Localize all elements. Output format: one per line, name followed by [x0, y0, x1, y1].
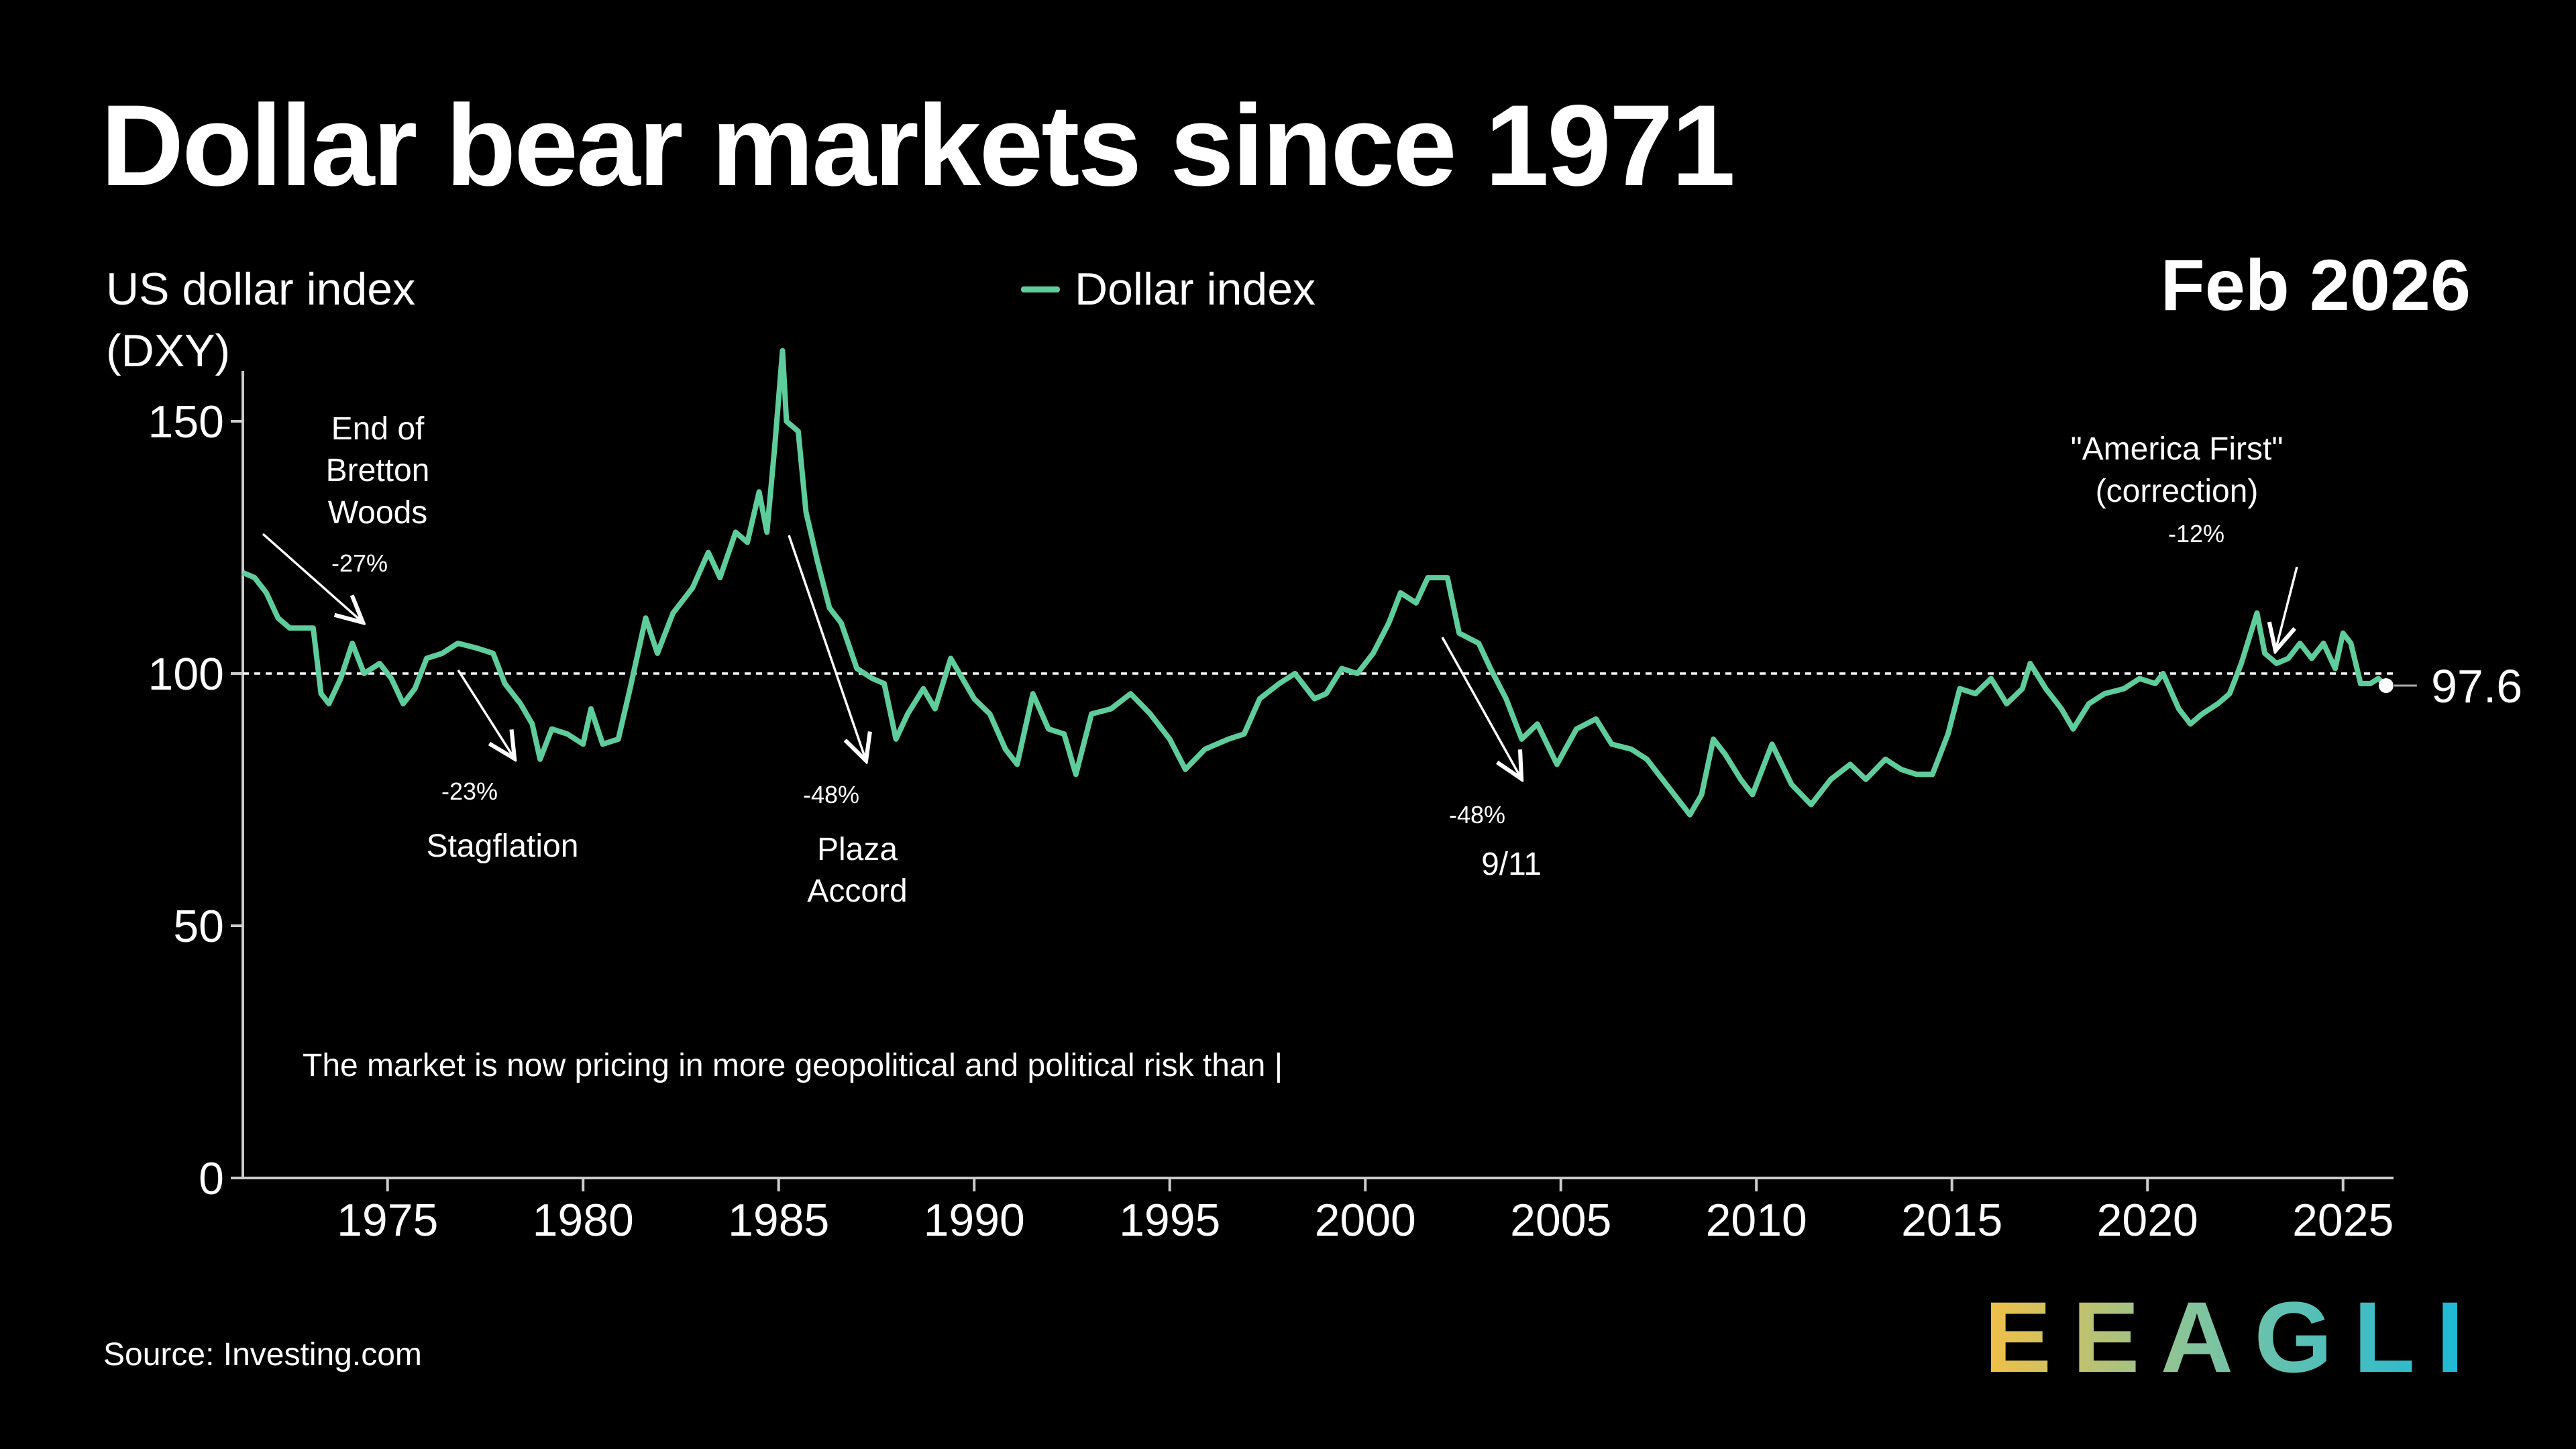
- x-tick-label: 2010: [1706, 1195, 1807, 1246]
- x-tick-label: 2005: [1510, 1195, 1611, 1246]
- annotation-arrow: [1441, 637, 1521, 779]
- x-tick-label: 1995: [1119, 1195, 1220, 1246]
- annotation-label: End of: [331, 411, 425, 447]
- annotation-label: (correction): [2096, 474, 2259, 509]
- y-axis-label-line: (DXY): [106, 325, 231, 376]
- x-tick-label: 1985: [728, 1195, 829, 1246]
- y-tick-label: 150: [148, 396, 224, 447]
- annotation-change: -27%: [331, 549, 388, 577]
- x-tick-label: 2000: [1315, 1195, 1416, 1246]
- annotation-arrow: [788, 535, 866, 761]
- annotation-label: Bretton: [326, 453, 430, 488]
- logo: EEAGLI: [1984, 1281, 2471, 1393]
- x-tick-label: 1980: [533, 1195, 634, 1246]
- source-note: Source: Investing.com: [103, 1337, 422, 1373]
- y-axis-label: US dollar index (DXY): [106, 258, 415, 382]
- y-tick-label: 50: [173, 901, 224, 952]
- annotation-label: Stagflation: [427, 828, 579, 864]
- x-tick-label: 1990: [924, 1195, 1025, 1246]
- legend: Dollar index: [1021, 263, 1316, 315]
- annotation-change: -23%: [441, 777, 498, 805]
- annotation-plaza: Plaza Accord -48%: [788, 535, 908, 909]
- annotation-change: -12%: [2168, 520, 2224, 547]
- annotation-label: 9/11: [1481, 847, 1542, 882]
- annotation-bretton: End of Bretton Woods -27%: [262, 411, 430, 623]
- annotation-america: "America First" (correction) -12%: [2071, 431, 2298, 651]
- annotation-stagflation: Stagflation -23%: [427, 669, 579, 864]
- y-tick-label: 0: [199, 1153, 224, 1204]
- last-value-label: 97.6: [2431, 660, 2522, 712]
- annotation-label: Accord: [807, 873, 907, 909]
- x-tick-label: 1975: [337, 1195, 438, 1246]
- x-tick-label: 2020: [2097, 1195, 2198, 1246]
- annotation-911: 9/11 -48%: [1441, 637, 1542, 882]
- last-value-dot: [2378, 678, 2394, 694]
- legend-swatch: [1021, 286, 1060, 292]
- annotation-arrow: [457, 669, 515, 759]
- annotation-change: -48%: [1449, 801, 1505, 828]
- chart-title: Dollar bear markets since 1971: [101, 81, 1735, 210]
- annotation-change: -48%: [803, 781, 859, 808]
- date-label: Feb 2026: [2160, 244, 2471, 325]
- y-axis-label-line: US dollar index: [106, 264, 416, 315]
- legend-label: Dollar index: [1075, 264, 1316, 315]
- annotation-label: Woods: [328, 495, 428, 531]
- annotation-label: Plaza: [817, 832, 898, 867]
- dollar-index-line: [241, 347, 2388, 818]
- annotation-arrow: [2275, 566, 2298, 651]
- annotation-arrow: [262, 533, 363, 623]
- y-tick-label: 100: [148, 649, 224, 700]
- chart-note: The market is now pricing in more geopol…: [303, 1048, 1283, 1083]
- x-tick-label: 2025: [2292, 1195, 2394, 1246]
- annotation-label: "America First": [2071, 431, 2284, 467]
- x-tick-label: 2015: [1901, 1195, 2002, 1246]
